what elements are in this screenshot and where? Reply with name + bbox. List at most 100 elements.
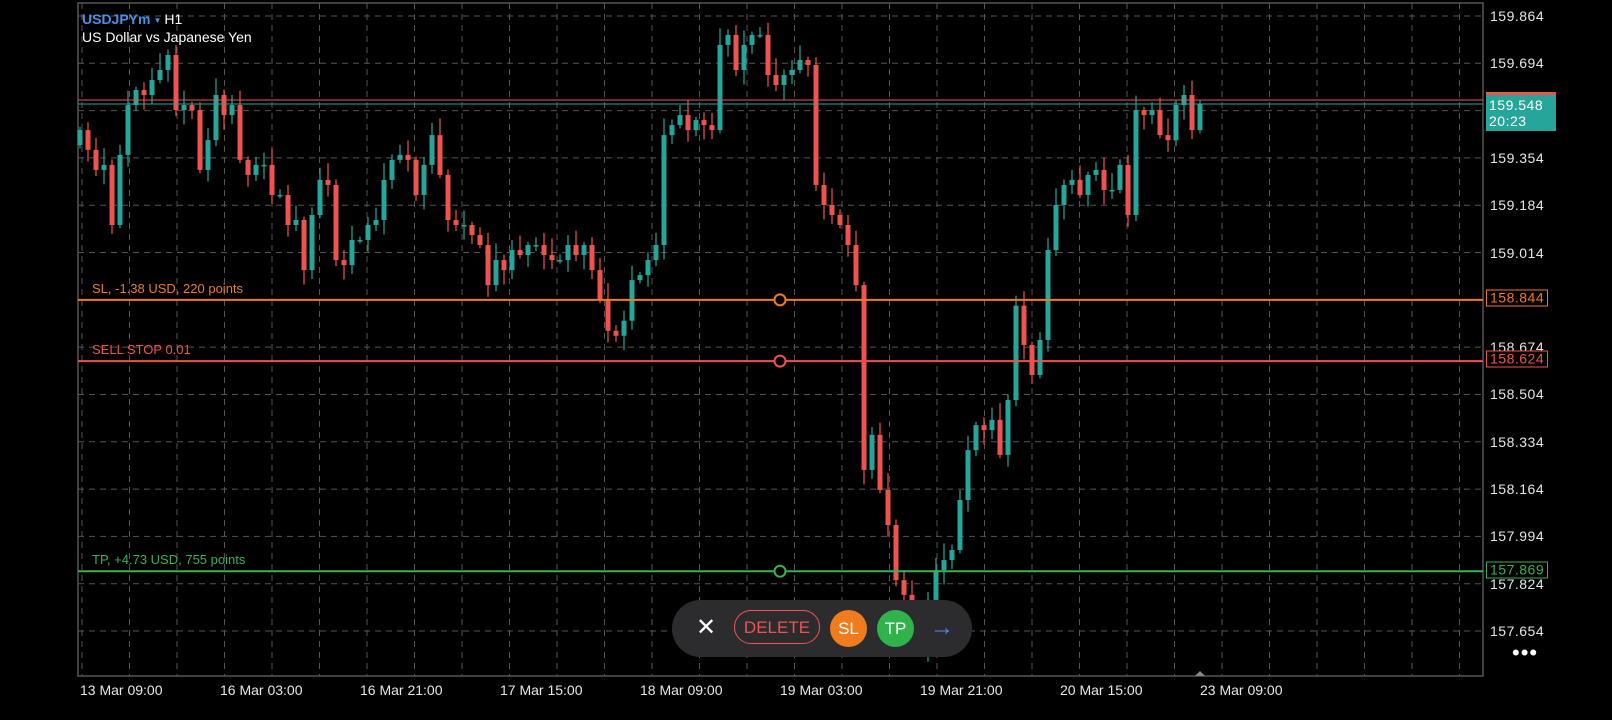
- current-price: 159.548: [1489, 97, 1544, 113]
- time-tick-label: 19 Mar 03:00: [780, 682, 863, 698]
- candle-bear: [549, 255, 555, 261]
- candle-bear: [85, 130, 91, 150]
- candle-bull: [509, 250, 515, 271]
- candle-bear: [1141, 110, 1147, 116]
- candle-bull: [277, 194, 283, 197]
- candle-bear: [845, 225, 851, 246]
- candle-bull: [557, 260, 563, 262]
- candle-bull: [725, 34, 731, 45]
- candle-bull: [133, 90, 139, 106]
- time-tick-label: 17 Mar 15:00: [500, 682, 583, 698]
- candle-bull: [349, 240, 355, 266]
- tp-button[interactable]: TP: [877, 610, 914, 647]
- candle-bull: [365, 225, 371, 241]
- dropdown-arrow-icon[interactable]: ▼: [153, 15, 162, 25]
- candle-bull: [165, 54, 171, 70]
- sl-button[interactable]: SL: [830, 610, 867, 647]
- candle-bear: [221, 95, 227, 116]
- candle-bull: [1117, 164, 1123, 190]
- candle-bull: [381, 179, 387, 220]
- candle-bear: [1077, 179, 1083, 195]
- candle-bull: [149, 80, 155, 96]
- candle-bull: [749, 34, 755, 45]
- price-tick-label: 159.864: [1490, 8, 1545, 24]
- candle-bull: [1093, 169, 1099, 175]
- candle-bear: [189, 105, 195, 111]
- candle-bull: [717, 44, 723, 131]
- candle-bull: [1005, 400, 1011, 455]
- symbol-description: US Dollar vs Japanese Yen: [82, 28, 252, 45]
- tp-price-label: 157.869: [1486, 561, 1549, 579]
- candle-bull: [1149, 110, 1155, 116]
- sell-stop-line-label: SELL STOP 0.01: [92, 342, 191, 357]
- candle-bear: [901, 580, 907, 595]
- chart-header: USDJPYm ▼ H1 US Dollar vs Japanese Yen: [82, 11, 252, 46]
- candle-bear: [1021, 305, 1027, 345]
- candle-bull: [1109, 189, 1115, 192]
- candle-bull: [373, 219, 379, 226]
- candle-bear: [285, 194, 291, 226]
- candle-bull: [357, 240, 363, 242]
- symbol-selector[interactable]: USDJPYm: [82, 11, 151, 27]
- candle-bull: [645, 260, 651, 276]
- price-tick-label: 158.164: [1490, 481, 1545, 498]
- more-dots-icon[interactable]: •••: [1512, 640, 1539, 665]
- candle-bear: [837, 214, 843, 226]
- candle-bear: [701, 120, 707, 126]
- price-tick-label: 157.654: [1490, 623, 1545, 640]
- candle-bear: [733, 34, 739, 70]
- candle-bull: [461, 225, 467, 227]
- candle-bull: [157, 69, 163, 81]
- price-tick-label: 157.994: [1490, 528, 1545, 545]
- arrow-right-icon[interactable]: →: [930, 614, 954, 641]
- candle-bull: [429, 135, 435, 165]
- candle-bear: [301, 219, 307, 271]
- candle-bear: [1189, 95, 1195, 131]
- candle-bull: [533, 245, 539, 247]
- delete-button[interactable]: DELETE: [734, 610, 820, 644]
- candle-bull: [989, 419, 995, 431]
- candle-bear: [445, 174, 451, 220]
- sell-stop-price-label: 158.624: [1486, 350, 1549, 368]
- candle-bull: [965, 450, 971, 500]
- candle-bull: [1061, 184, 1067, 205]
- candle-bull: [181, 105, 187, 111]
- candle-bull: [1013, 305, 1019, 401]
- candle-bull: [293, 219, 299, 226]
- candle-bear: [269, 164, 275, 195]
- close-icon[interactable]: ✕: [695, 614, 717, 641]
- sl-drag-handle[interactable]: [773, 293, 787, 307]
- price-tick-label: 157.824: [1490, 575, 1545, 592]
- candle-bull: [229, 105, 235, 116]
- candle-bear: [613, 330, 619, 336]
- candle-bull: [693, 120, 699, 131]
- candle-bear: [501, 260, 507, 271]
- time-tick-label: 18 Mar 09:00: [640, 682, 723, 698]
- candle-bear: [589, 245, 595, 271]
- candle-bull: [781, 74, 787, 86]
- price-tick-label: 159.354: [1490, 149, 1545, 166]
- candle-bear: [997, 419, 1003, 455]
- price-tick-label: 159.694: [1490, 55, 1545, 72]
- candle-bull: [637, 275, 643, 281]
- candle-bear: [237, 105, 243, 160]
- candle-bear: [829, 204, 835, 215]
- chart-shift-marker-icon: [1195, 671, 1205, 676]
- order-drag-handle[interactable]: [773, 354, 787, 368]
- candle-bear: [109, 164, 115, 226]
- price-tick-label: 158.334: [1490, 433, 1545, 450]
- candle-bear: [469, 225, 475, 236]
- candle-bull: [973, 425, 979, 451]
- tp-drag-handle[interactable]: [773, 564, 787, 578]
- candle-bull: [397, 154, 403, 160]
- candle-bear: [605, 299, 611, 331]
- candle-bull: [653, 245, 659, 261]
- candle-bull: [77, 130, 83, 146]
- candle-bear: [1165, 135, 1171, 141]
- candle-bull: [949, 550, 955, 561]
- candle-bull: [933, 570, 939, 600]
- timeframe-label[interactable]: H1: [164, 11, 183, 27]
- candle-bull: [1069, 179, 1075, 185]
- time-tick-label: 16 Mar 03:00: [220, 682, 303, 698]
